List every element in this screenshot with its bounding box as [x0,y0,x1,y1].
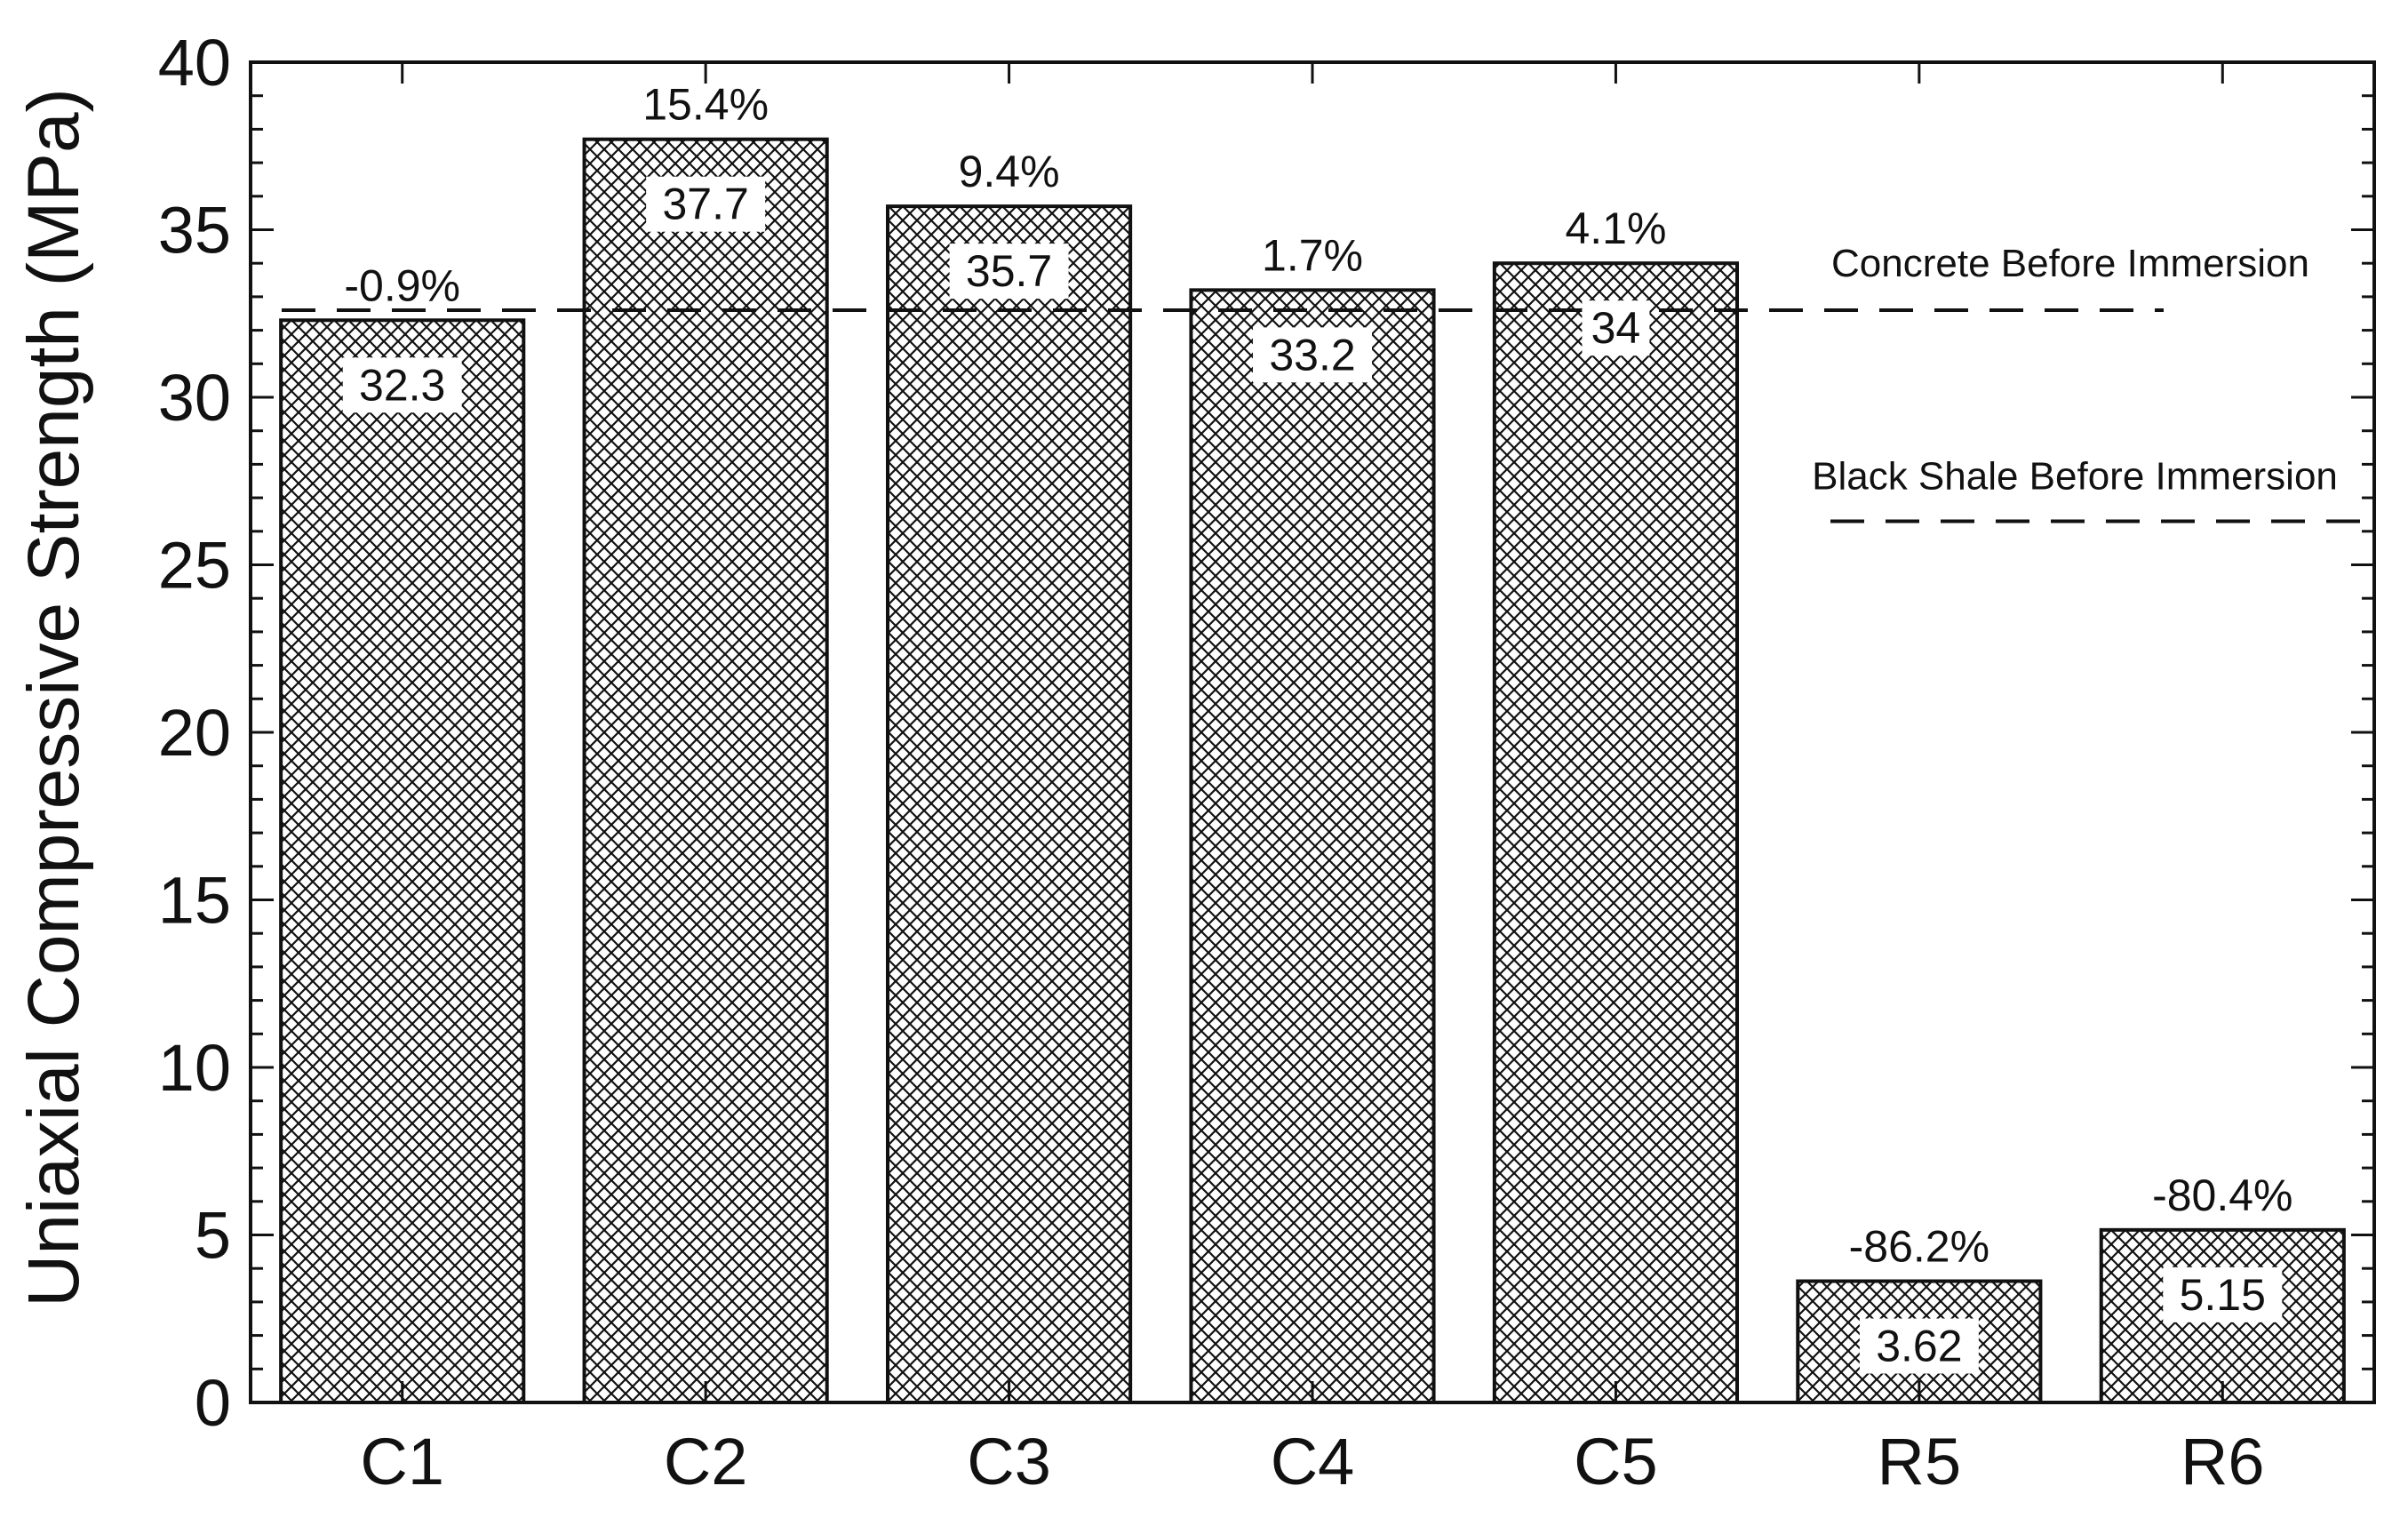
percent-label-C4: 1.7% [1262,230,1363,280]
value-label-C5: 34 [1591,303,1641,353]
value-label-C3: 35.7 [966,246,1052,296]
x-category-label-C3: C3 [967,1425,1051,1498]
y-tick-label: 10 [158,1031,231,1105]
value-label-bg-C5 [1582,300,1650,356]
bar-C5 [1492,261,1740,1405]
y-axis-title: Uniaxial Compressive Strength (MPa) [13,88,94,1307]
x-category-label-C2: C2 [664,1425,748,1498]
value-label-bg-C4 [1253,327,1372,383]
value-label-bg-C1 [342,357,462,413]
value-label-C2: 37.7 [662,180,748,229]
percent-label-C2: 15.4% [642,80,769,130]
y-tick-label: 5 [195,1199,231,1273]
x-category-label-C4: C4 [1271,1425,1355,1498]
reference-label-concrete: Concrete Before Immersion [1831,242,2309,285]
bar-C1 [279,318,526,1404]
percent-label-R5: -86.2% [1849,1222,1989,1272]
value-label-bg-R5 [1859,1318,1979,1374]
percent-label-C5: 4.1% [1565,204,1666,253]
value-label-bg-R6 [2163,1266,2283,1322]
bar-C2 [582,137,829,1405]
value-label-bg-C3 [949,244,1069,300]
x-category-label-R6: R6 [2181,1425,2265,1498]
y-tick-label: 35 [158,194,231,268]
y-tick-label: 40 [158,26,231,100]
x-category-label-C1: C1 [360,1425,444,1498]
y-tick-label: 20 [158,696,231,770]
reference-label-black-shale: Black Shale Before Immersion [1812,454,2338,498]
percent-label-C3: 9.4% [959,147,1060,196]
bar-C4 [1189,288,1436,1404]
x-category-label-C5: C5 [1574,1425,1658,1498]
value-label-C1: 32.3 [359,360,445,410]
percent-label-R6: -80.4% [2152,1170,2292,1220]
value-label-C4: 33.2 [1269,330,1355,380]
value-label-R6: 5.15 [2180,1270,2266,1320]
y-tick-label: 0 [195,1366,231,1440]
x-category-label-R5: R5 [1878,1425,1962,1498]
value-label-bg-C2 [646,176,766,232]
y-tick-label: 25 [158,529,231,603]
percent-label-C1: -0.9% [344,260,460,310]
y-tick-label: 30 [158,361,231,435]
y-tick-label: 15 [158,864,231,938]
bar-C3 [886,204,1133,1405]
value-label-R5: 3.62 [1876,1322,1962,1371]
